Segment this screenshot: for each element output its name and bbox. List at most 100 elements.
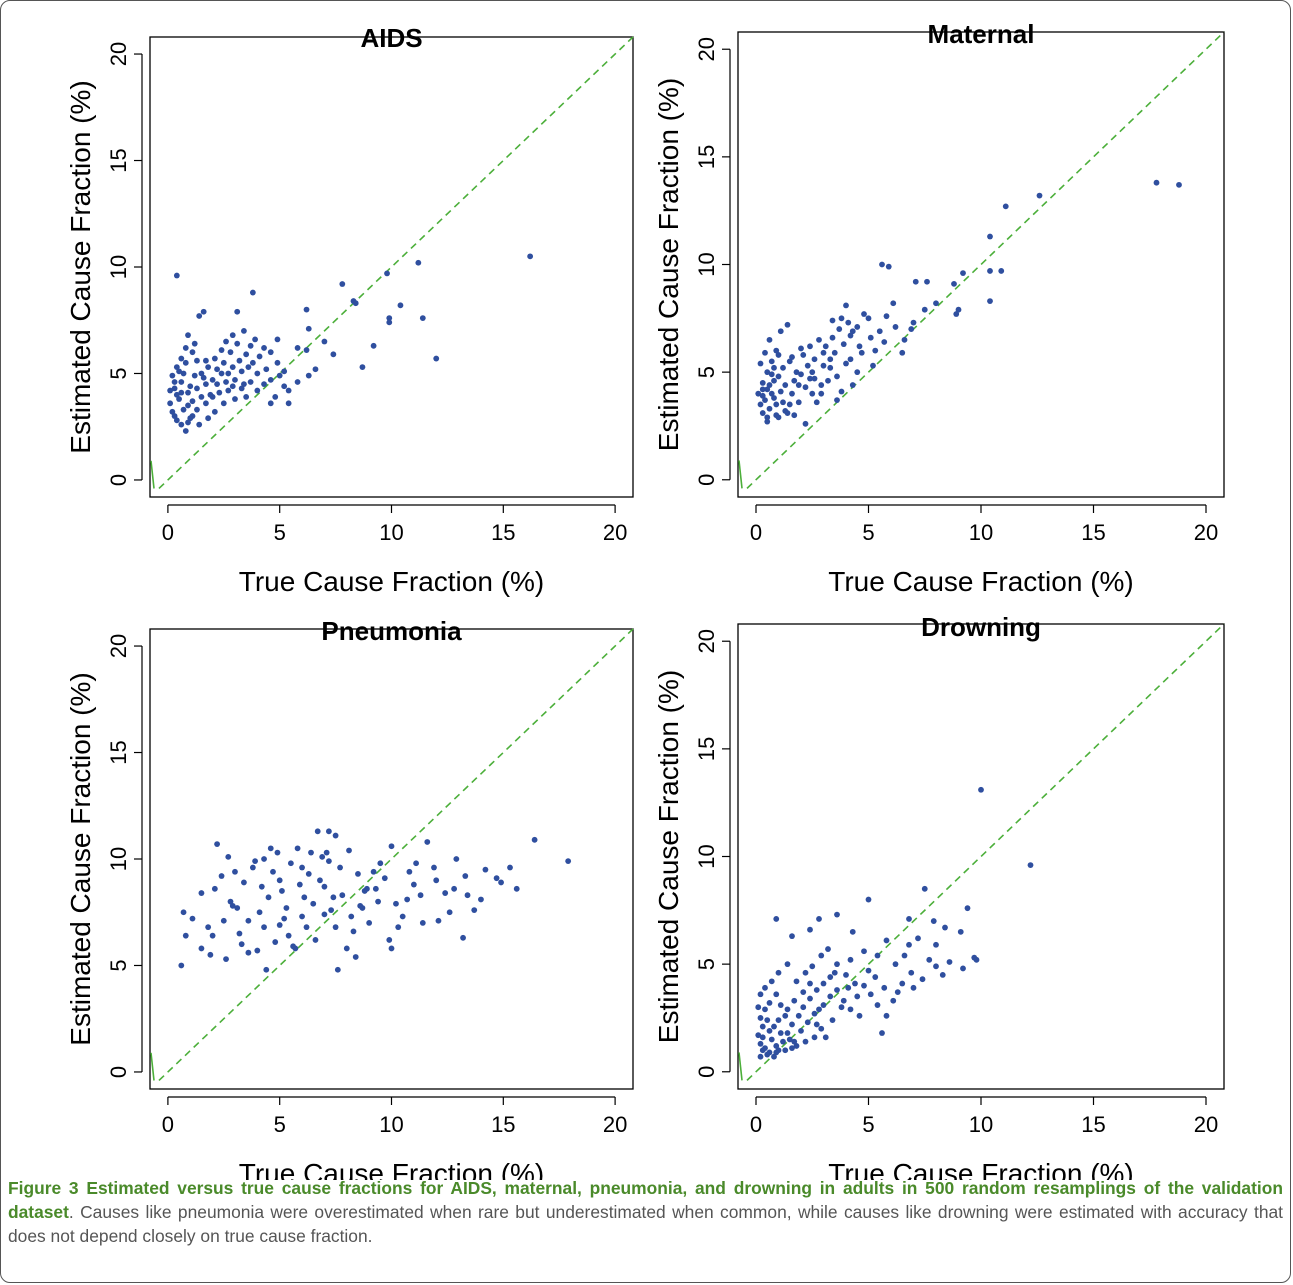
data-point — [906, 916, 912, 922]
data-point — [209, 376, 216, 383]
data-point — [214, 366, 220, 373]
data-point — [908, 969, 915, 976]
data-point — [305, 372, 312, 379]
x-tick-label: 15 — [1081, 1112, 1105, 1137]
data-point — [252, 336, 258, 343]
scatter-points — [167, 253, 534, 434]
data-point — [780, 1038, 786, 1045]
scatter-points — [178, 828, 572, 973]
data-point — [757, 401, 764, 408]
data-point — [807, 926, 813, 933]
data-point — [757, 360, 764, 367]
data-point — [182, 345, 189, 351]
data-point — [241, 879, 247, 886]
data-point — [955, 306, 962, 313]
data-point — [789, 1021, 795, 1028]
data-point — [325, 828, 332, 835]
data-point — [442, 890, 449, 896]
identity-line-tail — [150, 460, 155, 489]
data-point — [1027, 862, 1034, 869]
data-point — [234, 308, 241, 315]
data-point — [258, 883, 265, 890]
data-point — [791, 997, 798, 1004]
data-point — [766, 382, 773, 388]
data-point — [807, 980, 813, 987]
data-point — [482, 866, 489, 873]
data-point — [831, 969, 838, 976]
data-point — [279, 888, 285, 894]
data-point — [987, 233, 993, 240]
data-point — [777, 388, 784, 395]
data-point — [214, 381, 220, 388]
x-tick-label: 10 — [379, 1112, 403, 1137]
data-point — [818, 382, 825, 388]
data-point — [227, 898, 234, 905]
data-point — [178, 421, 185, 428]
data-point — [811, 356, 818, 363]
data-point — [987, 268, 993, 274]
y-tick-label: 15 — [694, 145, 719, 169]
data-point — [312, 937, 319, 943]
data-point — [194, 406, 200, 413]
data-point — [881, 339, 888, 345]
data-point — [802, 1038, 809, 1045]
data-point — [764, 418, 771, 425]
data-point — [834, 911, 840, 918]
data-point — [813, 1021, 820, 1028]
data-point — [254, 947, 261, 954]
data-point — [209, 932, 216, 939]
data-point — [759, 1034, 766, 1041]
data-point — [220, 400, 227, 407]
data-point — [267, 376, 274, 383]
data-point — [267, 845, 274, 852]
data-point — [419, 919, 426, 926]
x-axis: 0 5 10 15 20 True Cause Fraction (%) — [162, 504, 627, 597]
data-point — [899, 349, 906, 356]
data-point — [200, 308, 207, 315]
data-point — [861, 311, 867, 317]
data-point — [759, 380, 766, 386]
data-point — [267, 349, 274, 356]
data-point — [272, 394, 279, 400]
data-point — [892, 961, 899, 968]
data-point — [865, 967, 872, 974]
data-point — [827, 364, 834, 371]
x-axis: 0 5 10 15 20 True Cause Fraction (%) — [750, 504, 1218, 597]
data-point — [1036, 192, 1043, 199]
data-point — [827, 993, 834, 1000]
data-point — [203, 357, 209, 364]
data-point — [334, 966, 341, 973]
data-point — [350, 928, 357, 935]
data-point — [167, 400, 174, 407]
data-point — [238, 941, 245, 948]
x-axis-label: True Cause Fraction (%) — [239, 566, 545, 597]
data-point — [789, 933, 795, 940]
data-point — [759, 1023, 766, 1030]
data-point — [187, 383, 194, 390]
data-point — [435, 917, 442, 924]
data-point — [413, 860, 419, 867]
data-point — [185, 402, 191, 409]
data-point — [187, 415, 194, 422]
data-point — [433, 877, 440, 884]
panel-title: AIDS — [360, 23, 422, 53]
data-point — [872, 974, 879, 980]
data-point — [978, 786, 984, 793]
data-point — [998, 268, 1005, 274]
data-point — [775, 373, 782, 380]
panel-title: Pneumonia — [321, 616, 462, 646]
data-point — [870, 362, 876, 369]
y-axis: 0 5 10 15 20 Estimated Cause Fraction (%) — [65, 634, 143, 1078]
data-point — [370, 868, 377, 875]
data-point — [847, 356, 854, 363]
data-point — [786, 401, 793, 408]
data-point — [784, 321, 791, 328]
data-point — [419, 315, 426, 322]
data-point — [906, 941, 912, 948]
data-point — [809, 369, 816, 376]
data-point — [191, 340, 198, 347]
data-point — [372, 885, 379, 892]
data-point — [775, 352, 782, 358]
data-point — [838, 1004, 845, 1011]
